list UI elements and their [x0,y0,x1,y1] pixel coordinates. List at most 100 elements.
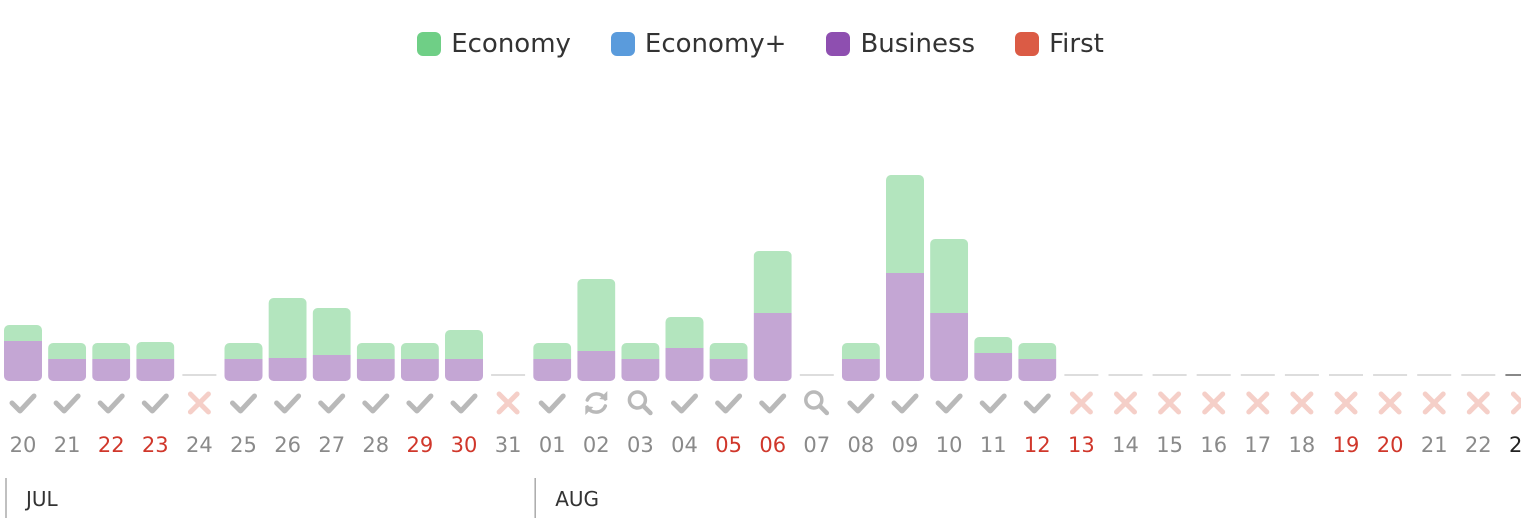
bar-stack [577,279,616,381]
day-label: 21 [1421,433,1448,457]
cross-icon [1378,391,1402,415]
check-icon [935,393,963,414]
day-label: 07 [803,433,830,457]
day-label: 20 [10,433,37,457]
cross-icon [1158,391,1182,415]
bar-segment-economy [621,343,660,359]
cross-icon [1069,391,1093,415]
bar-segment-economy [356,343,395,359]
bar-segment-business [400,359,439,381]
month-label: AUG [555,487,599,511]
check-icon [847,393,875,414]
check-icon [53,393,81,414]
bar-segment-economy [577,279,616,351]
bar-segment-business [577,351,616,381]
legend-swatch [1015,32,1040,56]
bar-stack [533,343,572,381]
cross-icon [1422,391,1446,415]
check-icon [97,393,125,414]
bar-segment-economy [224,343,263,359]
check-icon [538,393,566,414]
bar-segment-business [974,353,1013,381]
legend-swatch [826,32,851,56]
day-label: 29 [407,433,434,457]
legend-swatch [417,32,442,56]
bar-segment-economy [753,251,792,313]
legend-item-business[interactable]: Business [826,29,975,59]
bar-segment-business [224,359,263,381]
day-label: 12 [1024,433,1051,457]
bar-segment-economy [709,343,748,359]
check-icon [230,393,257,414]
bar-stack [268,298,307,381]
bar-segment-business [312,355,351,381]
bar-segment-business [268,358,307,381]
day-label: 18 [1289,433,1316,457]
cross-icon [1334,391,1358,415]
day-label: 02 [583,433,610,457]
day-label: 28 [362,433,389,457]
check-icon [715,393,743,414]
bar-segment-economy [400,343,439,359]
bar-stack [709,343,748,381]
day-label: 27 [318,433,345,457]
bar-stack [445,330,483,381]
check-icon [362,393,390,414]
bar-segment-economy [92,343,131,359]
day-label: 16 [1200,433,1227,457]
bar-segment-economy [48,343,87,359]
check-icon [406,393,434,414]
refresh-icon [585,391,608,415]
bar-segment-business [886,273,924,381]
bar-stack [1018,343,1057,381]
search-icon [627,390,653,416]
chart-legend: Economy Economy+ Business First [0,24,1521,64]
bar-stack [92,343,131,381]
day-label: 30 [451,433,478,457]
cross-icon [1466,391,1490,415]
bar-segment-business [1018,359,1057,381]
bar-stack [400,343,439,381]
day-label: 09 [892,433,919,457]
bar-segment-business [621,359,660,381]
day-label: 11 [980,433,1007,457]
bar-segment-business [753,313,792,381]
bar-segment-business [533,359,572,381]
cross-icon [1510,391,1521,415]
check-icon [1023,393,1051,414]
day-label: 10 [936,433,963,457]
bar-stack [974,337,1013,381]
check-icon [759,393,787,414]
day-label: 25 [230,433,257,457]
bar-segment-economy [312,308,351,355]
bar-segment-business [665,348,704,381]
bar-segment-business [841,359,880,381]
legend-label: Business [860,29,976,59]
month-label: JUL [24,487,59,511]
cross-icon [187,391,211,415]
bar-stack [930,239,969,381]
check-icon [450,393,478,414]
legend-item-economy[interactable]: Economy [417,29,571,59]
legend-item-first[interactable]: First [1015,29,1104,59]
day-label: 01 [539,433,566,457]
day-label: 17 [1244,433,1271,457]
bar-segment-economy [665,317,704,348]
day-label: 23 [1509,433,1521,457]
bar-stack [224,343,263,381]
bar-segment-economy [136,342,175,359]
bar-segment-economy [974,337,1013,353]
day-label: 26 [274,433,301,457]
day-label: 31 [495,433,522,457]
check-icon [891,393,919,414]
day-label: 15 [1156,433,1183,457]
day-label: 04 [671,433,698,457]
bar-stack [886,175,924,381]
check-icon [318,393,346,414]
legend-swatch [610,32,635,56]
check-icon [979,393,1007,414]
legend-item-economy-plus[interactable]: Economy+ [610,29,786,59]
bar-segment-business [445,359,483,381]
day-label: 22 [98,433,125,457]
